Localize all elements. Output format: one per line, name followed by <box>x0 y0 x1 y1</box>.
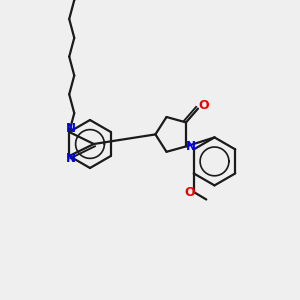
Text: O: O <box>198 99 209 112</box>
Text: O: O <box>184 185 194 199</box>
Text: N: N <box>65 122 75 136</box>
Text: N: N <box>65 152 75 166</box>
Text: N: N <box>186 140 196 153</box>
